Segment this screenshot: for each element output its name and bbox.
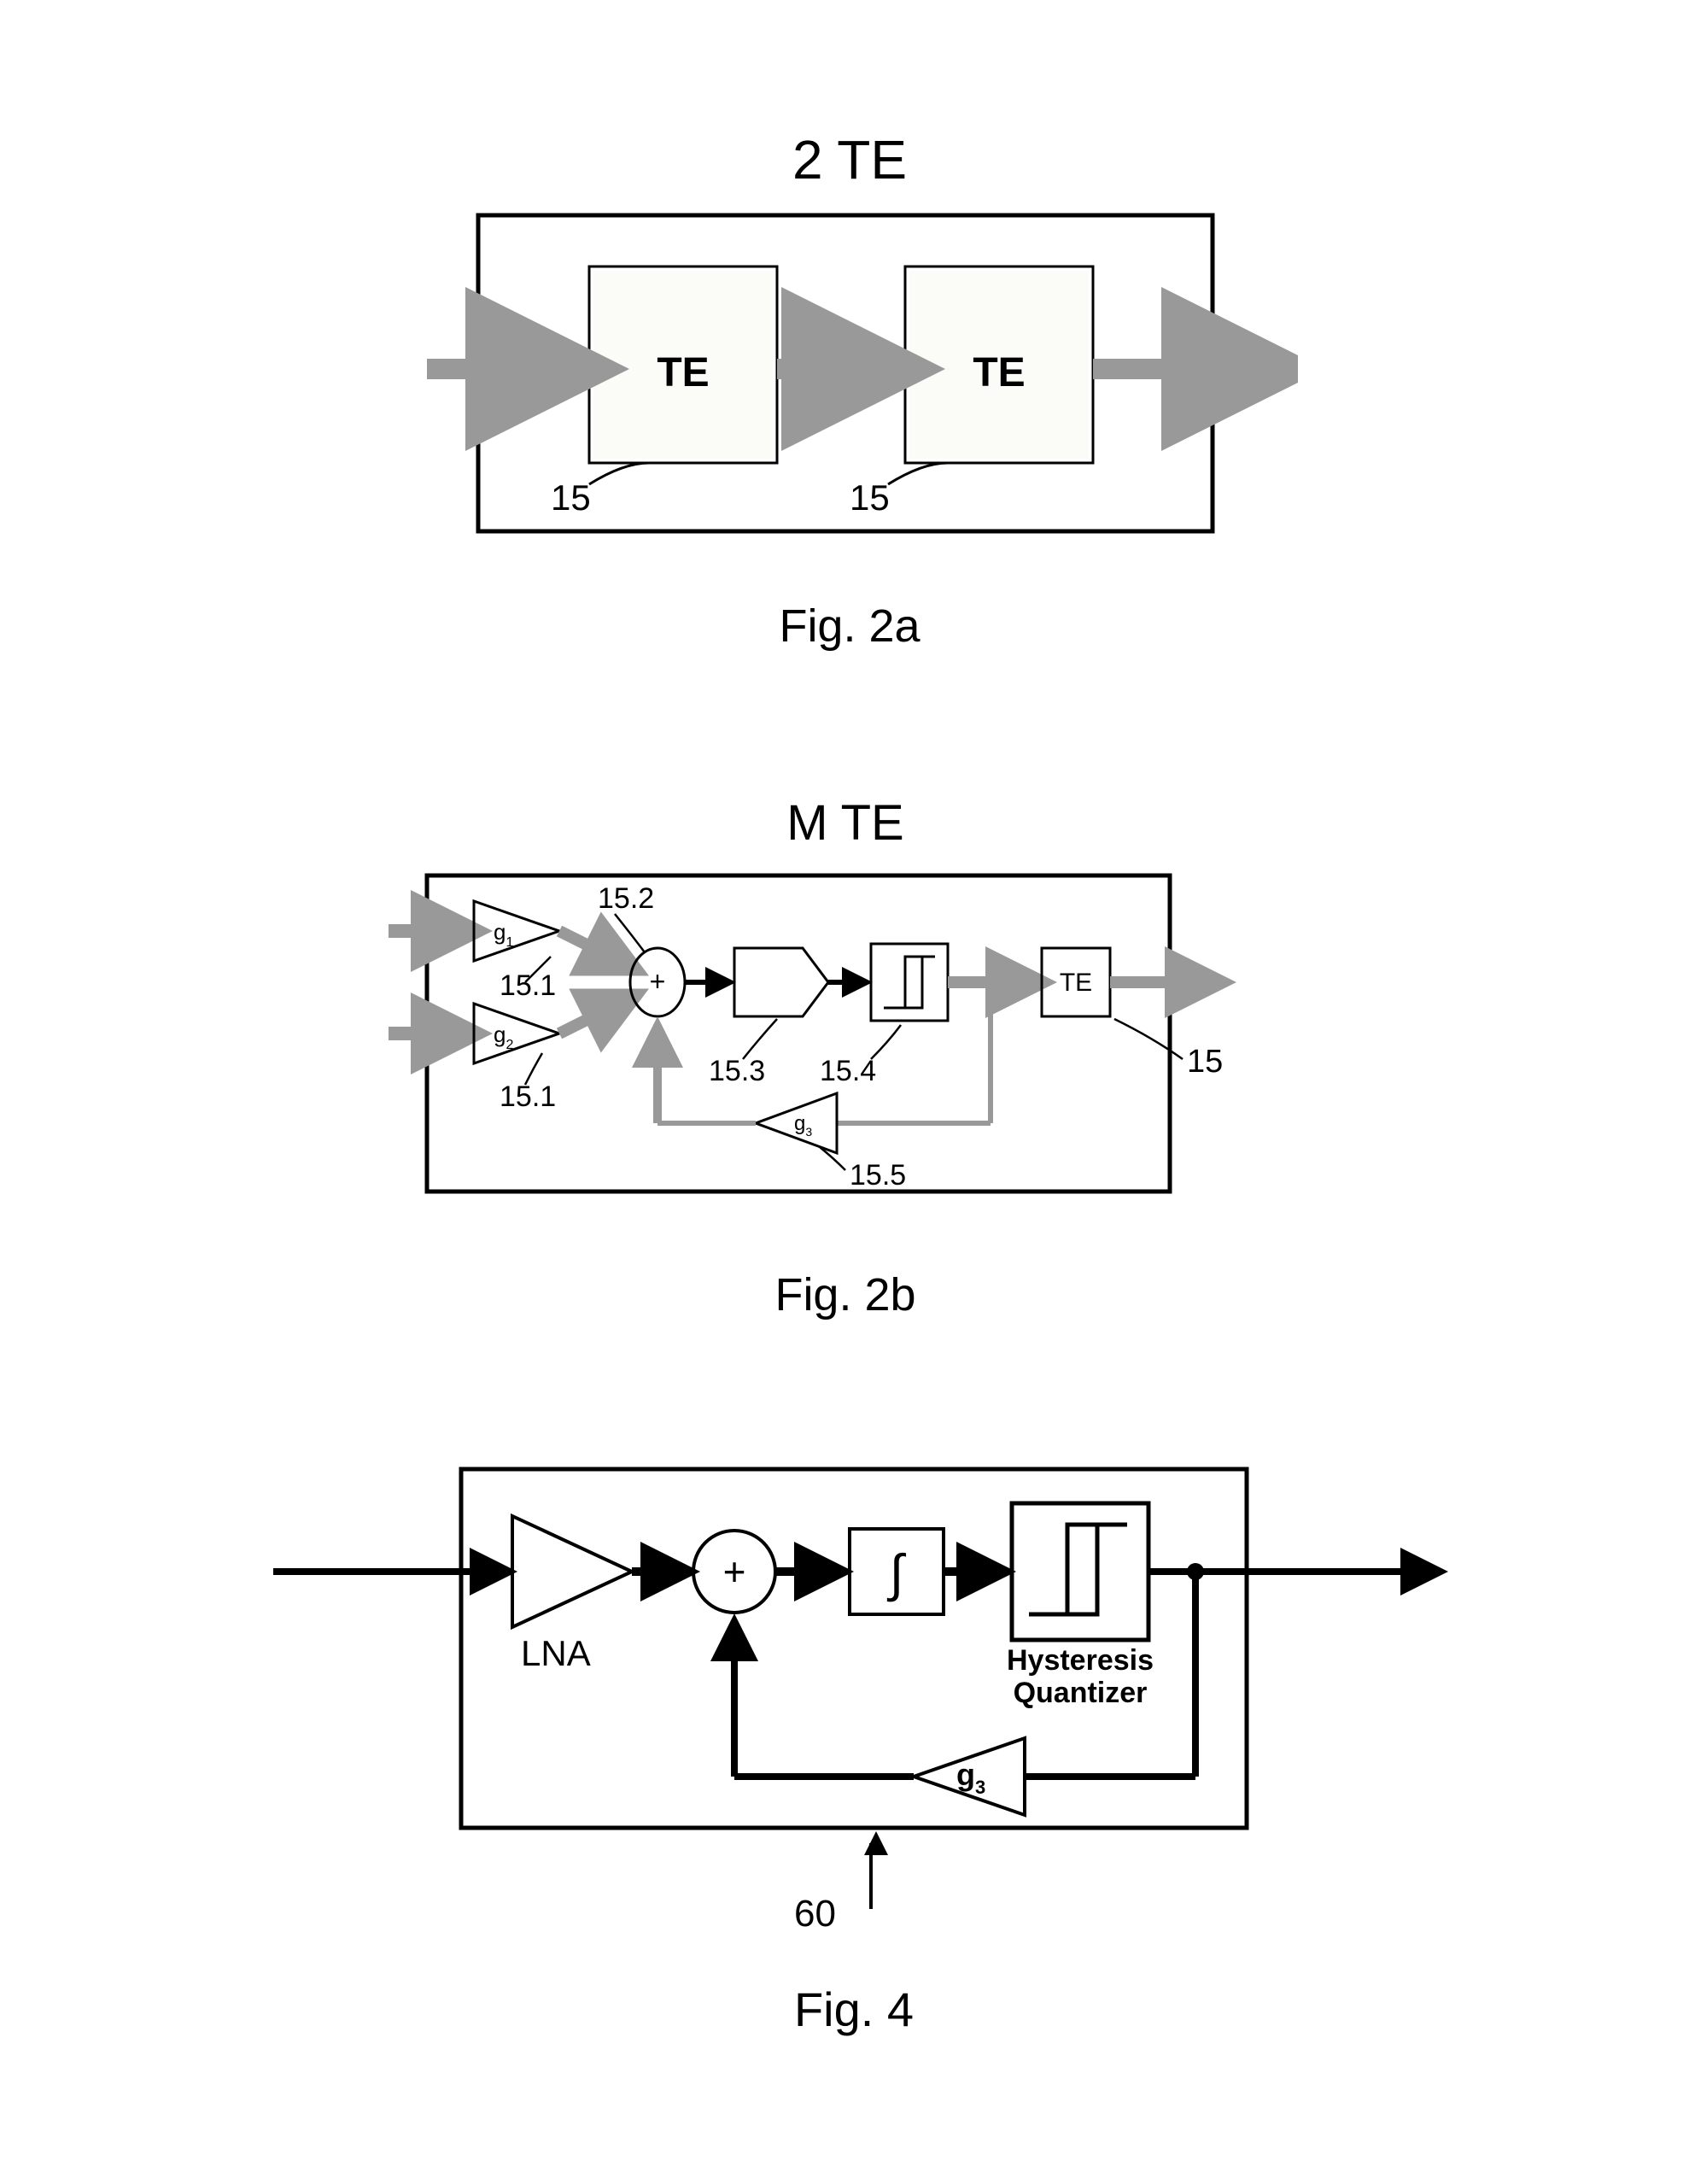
fig2a-caption: Fig. 2a — [401, 600, 1298, 653]
fig4-caption: Fig. 4 — [256, 1982, 1452, 2037]
fig2b-ref151b: 15.1 — [500, 1080, 556, 1113]
fig4-svg: LNA + ∫ Hysteresis Quantizer g3 60 — [256, 1443, 1452, 1956]
fig2a-ref1: 15 — [551, 477, 591, 518]
fig2a-te2-label: TE — [973, 350, 1025, 395]
figure-2a: 2 TE TE TE 15 15 Fig. 2a — [401, 128, 1298, 653]
fig2b-title: M TE — [342, 794, 1349, 852]
fig4-g3: g3 — [956, 1757, 985, 1798]
fig2a-svg: TE TE 15 15 — [401, 207, 1298, 574]
fig4-sum: + — [723, 1549, 746, 1594]
fig4-lna: LNA — [521, 1633, 591, 1673]
fig2b-g3: g3 — [794, 1112, 812, 1139]
fig2b-te: TE — [1060, 969, 1092, 997]
fig2b-svg: g1 g2 + TE g3 — [342, 867, 1349, 1243]
figure-2b: M TE g1 g2 + — [342, 794, 1349, 1321]
fig2a-title: 2 TE — [401, 128, 1298, 191]
fig2b-ref151a: 15.1 — [500, 969, 556, 1002]
fig2a-te1-label: TE — [657, 350, 709, 395]
fig2b-ref154: 15.4 — [820, 1055, 876, 1087]
fig2b-caption: Fig. 2b — [342, 1268, 1349, 1321]
fig2a-ref2: 15 — [850, 477, 890, 518]
fig2b-ref155: 15.5 — [850, 1159, 906, 1192]
fig4-integrator: ∫ — [887, 1544, 907, 1602]
fig2b-ref15: 15 — [1187, 1044, 1223, 1080]
fig2b-g2: g2 — [494, 1022, 513, 1052]
fig2b-ref152: 15.2 — [598, 882, 654, 915]
fig2b-ref153: 15.3 — [709, 1055, 765, 1087]
fig4-hq2: Quantizer — [1014, 1677, 1148, 1709]
fig2b-g1: g1 — [494, 919, 513, 950]
fig4-ref60: 60 — [794, 1893, 836, 1935]
fig2b-sum: + — [650, 966, 666, 997]
figure-4: LNA + ∫ Hysteresis Quantizer g3 60 Fi — [256, 1443, 1452, 2037]
fig4-hq1: Hysteresis — [1007, 1644, 1154, 1677]
